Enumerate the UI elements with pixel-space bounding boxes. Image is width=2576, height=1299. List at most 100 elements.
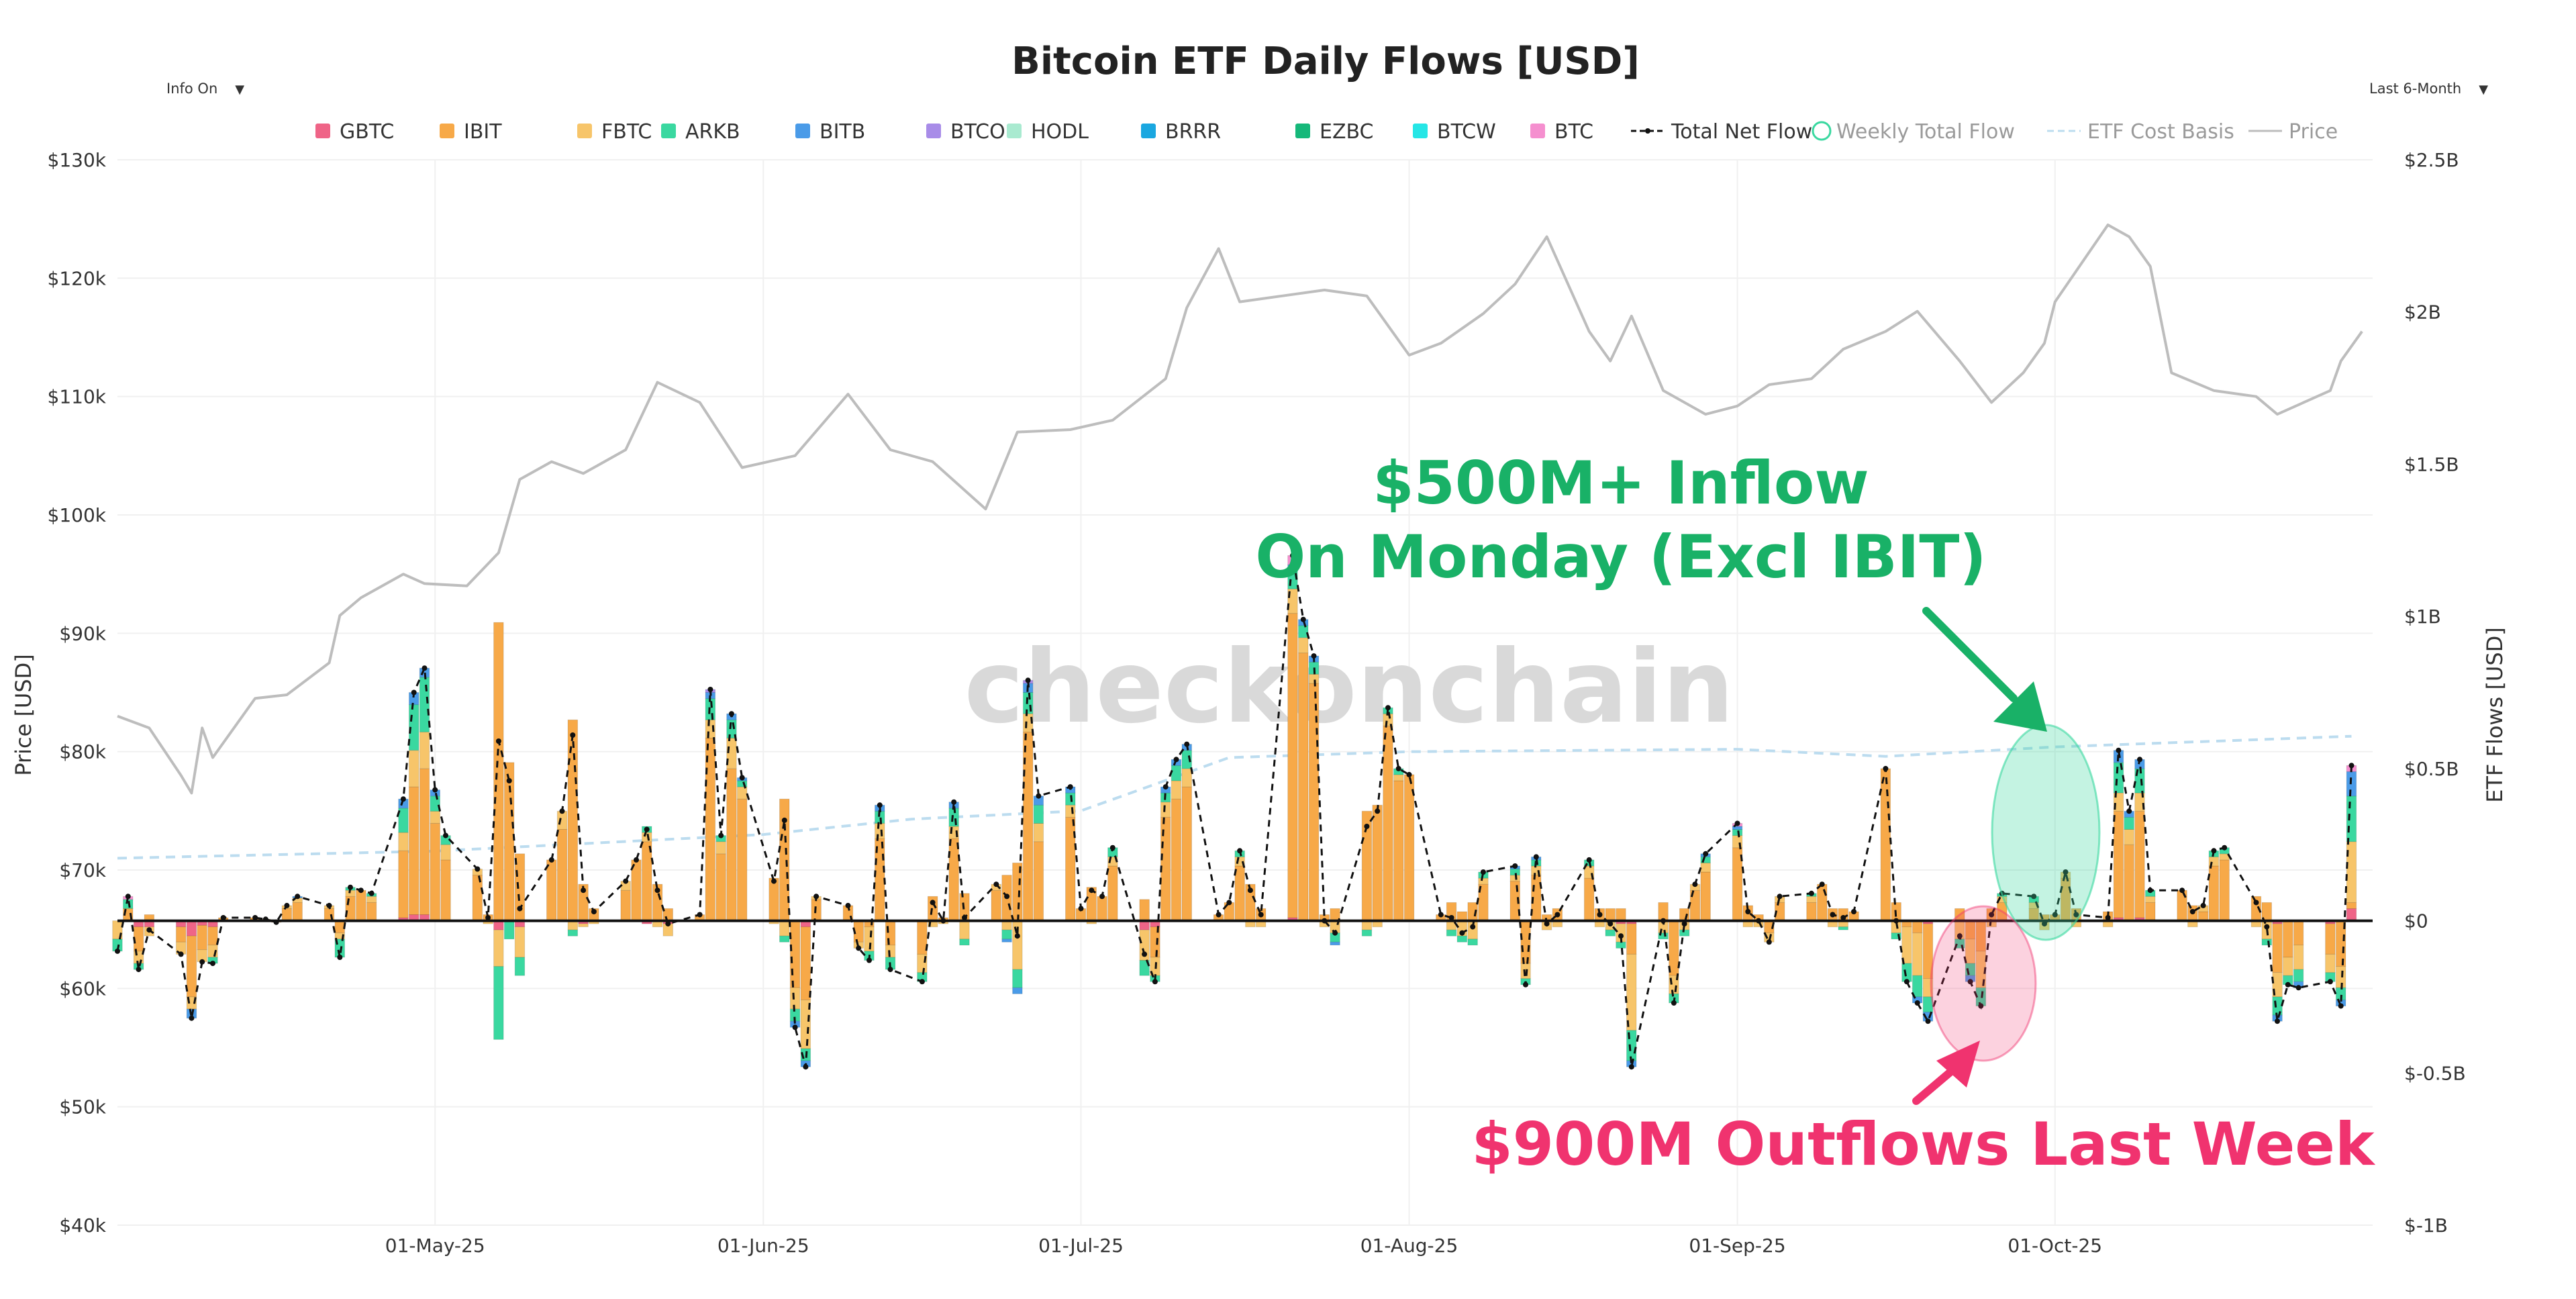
flow-bar-bitb	[1001, 939, 1012, 943]
legend-item-btc[interactable]: BTC	[1530, 120, 1593, 144]
legend-item-btco[interactable]: BTCO	[926, 120, 1005, 144]
net-flow-marker	[1607, 921, 1614, 927]
flow-bar-arkb	[398, 808, 409, 833]
flow-bar-ibit	[430, 823, 440, 922]
gridlines	[117, 159, 2373, 1226]
net-flow-marker	[2253, 900, 2259, 906]
flow-bar-fbtc	[366, 896, 377, 903]
net-flow-marker	[1544, 921, 1550, 927]
flow-bar-arkb	[1605, 929, 1616, 936]
net-flow-marker	[1766, 939, 1772, 945]
legend-item-gbtc[interactable]: GBTC	[315, 120, 394, 144]
legend[interactable]: GBTC IBIT FBTC ARKB BITB BTCO HODL BRRR EZBC BTCW…	[315, 120, 2338, 144]
flow-bar-gbtc	[186, 920, 197, 936]
net-flow-marker	[358, 887, 364, 894]
flow-bar-arkb	[1616, 941, 1626, 949]
flow-bar-ibit	[133, 926, 144, 952]
net-flow-marker	[993, 881, 999, 887]
flow-bar-ibit	[620, 889, 631, 921]
inflow-annotation-line2: On Monday (Excl IBIT)	[1255, 522, 1986, 591]
net-flow-marker	[1512, 863, 1518, 869]
flow-bar-fbtc	[1001, 920, 1012, 930]
net-flow-marker	[1978, 1003, 1984, 1009]
time-range-dropdown[interactable]: Last 6-Month ▼	[2369, 81, 2488, 97]
flow-bar-fbtc	[1181, 768, 1192, 787]
flow-bar-ibit	[715, 853, 726, 922]
legend-item-btcw[interactable]: BTCW	[1413, 120, 1496, 144]
legend-item-price[interactable]: Price	[2248, 120, 2338, 144]
flow-bar-fbtc	[715, 841, 726, 855]
price-tick-label: $70k	[59, 859, 106, 881]
legend-item-total-net-flow[interactable]: Total Net Flow	[1631, 120, 1812, 144]
flow-bar-gbtc	[493, 920, 504, 930]
net-flow-marker	[2137, 757, 2142, 763]
legend-item-weekly-total-flow[interactable]: Weekly Total Flow	[1812, 120, 2015, 144]
net-flow-marker	[1311, 653, 1317, 659]
net-flow-marker	[940, 918, 946, 924]
price-tick-label: $50k	[59, 1096, 106, 1118]
flow-bar-ibit	[2113, 810, 2124, 918]
flow-bar-fbtc	[334, 932, 345, 940]
net-flow-marker	[1162, 784, 1169, 790]
net-flow-marker	[199, 959, 205, 965]
info-toggle-label: Info On	[166, 81, 218, 97]
net-flow-marker	[877, 802, 883, 808]
flow-bar-fbtc	[2283, 957, 2293, 976]
net-flow-marker	[2105, 915, 2111, 920]
flow-bar-fbtc	[408, 750, 419, 787]
legend-item-hodl[interactable]: HODL	[1007, 120, 1089, 144]
net-flow-marker	[284, 902, 290, 908]
flow-bar-ibit	[556, 829, 568, 921]
flow-bar-arkb	[1658, 932, 1669, 940]
net-flow-marker	[951, 799, 957, 805]
info-toggle-dropdown[interactable]: Info On ▼	[166, 81, 244, 97]
etf-cost-basis-series	[117, 734, 2352, 860]
price-tick-label: $130k	[48, 149, 107, 171]
legend-item-etf-cost-basis[interactable]: ETF Cost Basis	[2047, 120, 2234, 144]
legend-swatch-icon	[315, 124, 330, 138]
legend-item-arkb[interactable]: ARKB	[661, 120, 740, 144]
flow-bar-fbtc	[959, 920, 970, 940]
flow-bar-fbtc	[789, 987, 801, 1010]
net-flow-marker	[581, 887, 587, 894]
flow-bar-fbtc	[1065, 804, 1076, 818]
net-flow-marker	[2327, 979, 2333, 985]
legend-swatch-icon	[1413, 124, 1428, 138]
legend-item-ezbc[interactable]: EZBC	[1295, 120, 1374, 144]
price-tick-label: $110k	[48, 386, 107, 408]
net-flow-marker	[125, 894, 131, 900]
legend-swatch-icon	[1007, 124, 1022, 138]
legend-label: BTC	[1554, 120, 1593, 144]
net-flow-marker	[2338, 1003, 2344, 1009]
legend-item-brrr[interactable]: BRRR	[1141, 120, 1221, 144]
net-flow-marker	[1734, 820, 1740, 826]
flow-bar-ibit	[334, 920, 345, 934]
flow-bar-arkb	[1065, 792, 1076, 806]
flow-bar-arkb	[1446, 929, 1457, 936]
net-flow-marker	[1554, 912, 1561, 918]
legend-item-ibit[interactable]: IBIT	[440, 120, 502, 144]
net-flow-marker	[2295, 985, 2301, 991]
net-flow-marker	[570, 732, 576, 738]
flow-bar-ibit	[1107, 865, 1118, 922]
net-flow-marker	[273, 919, 279, 925]
flow-bar-bitb	[1012, 987, 1023, 994]
flow-bar-gbtc	[2346, 908, 2357, 922]
net-flow-marker	[707, 687, 713, 692]
legend-marker-icon	[1645, 128, 1650, 134]
total-net-flow-series	[115, 552, 2355, 1070]
net-flow-marker	[1925, 1018, 1931, 1024]
legend-item-bitb[interactable]: BITB	[795, 120, 865, 144]
flow-bar-ibit	[1181, 786, 1192, 922]
net-flow-marker	[1226, 900, 1232, 906]
flow-bar-fbtc	[1171, 780, 1182, 800]
x-tick-label: 01-Jul-25	[1038, 1235, 1124, 1257]
legend-item-fbtc[interactable]: FBTC	[577, 120, 652, 144]
net-flow-marker	[1014, 933, 1020, 939]
net-flow-marker	[411, 689, 417, 695]
flow-bar-ibit	[1150, 926, 1160, 958]
flow-bar-ibit	[2208, 865, 2220, 922]
legend-swatch-icon	[440, 124, 454, 138]
flow-bar-ibit	[493, 622, 504, 922]
flow-bar-ibit	[1583, 877, 1595, 922]
